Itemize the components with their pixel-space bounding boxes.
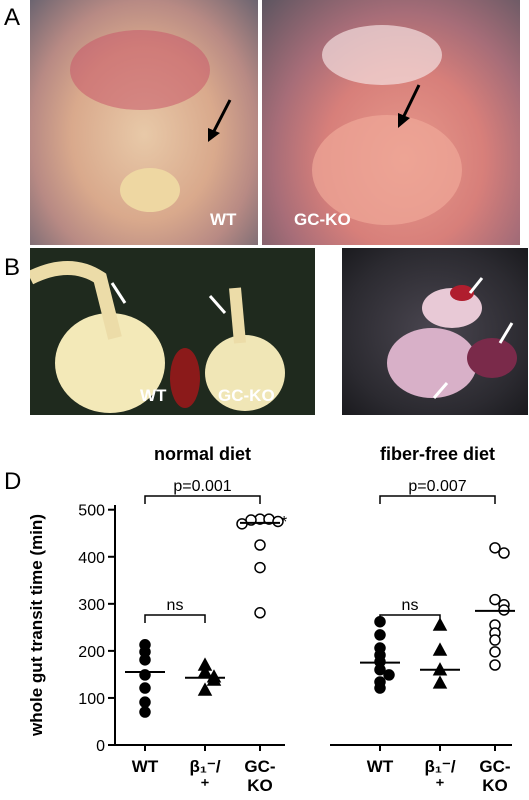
panel-label: B <box>4 254 21 281</box>
photo-art <box>387 277 517 399</box>
panel-label: D <box>4 468 22 495</box>
data-point <box>374 629 386 641</box>
y-axis-label: whole gut transit time (min) <box>27 514 46 737</box>
data-point <box>139 696 151 708</box>
photo <box>342 248 528 415</box>
y-tick-label: 300 <box>78 597 105 614</box>
data-point <box>432 642 448 656</box>
data-point <box>489 634 501 646</box>
bracket-label: ns <box>402 597 419 614</box>
photo: WT GC-KO <box>30 248 315 415</box>
panel-label: A <box>4 4 21 31</box>
data-point <box>254 607 266 619</box>
data-point <box>489 542 501 554</box>
data-point <box>374 663 386 676</box>
data-point <box>374 682 386 694</box>
x-tick-label: β₁⁻/⁺ <box>189 757 221 795</box>
y-tick-label: 400 <box>78 550 105 567</box>
data-point <box>197 682 213 696</box>
caption: GC-KO <box>218 386 275 405</box>
data-point <box>383 669 395 681</box>
photo-art <box>30 261 285 413</box>
bracket-label: ns <box>167 597 184 614</box>
y-tick-label: 200 <box>78 644 105 661</box>
bracket <box>144 495 261 504</box>
data-point <box>432 617 448 631</box>
data-point <box>272 515 284 528</box>
caption: GC-KO <box>294 210 351 229</box>
x-tick-label: GC-KO <box>244 757 276 795</box>
caption: WT <box>140 386 167 405</box>
photo: GC-KO <box>262 0 520 245</box>
caption: WT <box>210 210 237 229</box>
x-tick-label: GC-KO <box>479 757 511 795</box>
data-point <box>254 539 266 551</box>
bracket-label: p=0.001 <box>173 478 231 495</box>
data-point <box>432 675 448 689</box>
data-point <box>139 706 151 718</box>
panel-title: fiber-free diet <box>380 444 495 464</box>
significance-mark: * <box>281 514 287 531</box>
y-tick-label: 500 <box>78 503 105 520</box>
data-point <box>206 672 222 686</box>
data-point <box>489 593 501 606</box>
y-tick-label: 0 <box>96 738 105 755</box>
x-tick-label: WT <box>131 757 159 776</box>
data-point <box>254 561 266 574</box>
bracket <box>144 614 206 623</box>
photo-art <box>70 30 232 212</box>
x-tick-label: β₁⁻/⁺ <box>424 757 456 795</box>
y-tick-label: 100 <box>78 691 105 708</box>
bracket <box>379 614 441 623</box>
data-point <box>489 646 501 658</box>
x-tick-label: WT <box>366 757 394 776</box>
data-point <box>498 547 510 559</box>
data-point <box>139 682 151 694</box>
bracket-label: p=0.007 <box>408 478 466 495</box>
data-point <box>489 659 501 671</box>
photo-art <box>312 25 462 225</box>
data-point <box>139 654 151 666</box>
panel-title: normal diet <box>154 444 251 464</box>
photo: WT <box>30 0 258 245</box>
bracket <box>379 495 496 504</box>
